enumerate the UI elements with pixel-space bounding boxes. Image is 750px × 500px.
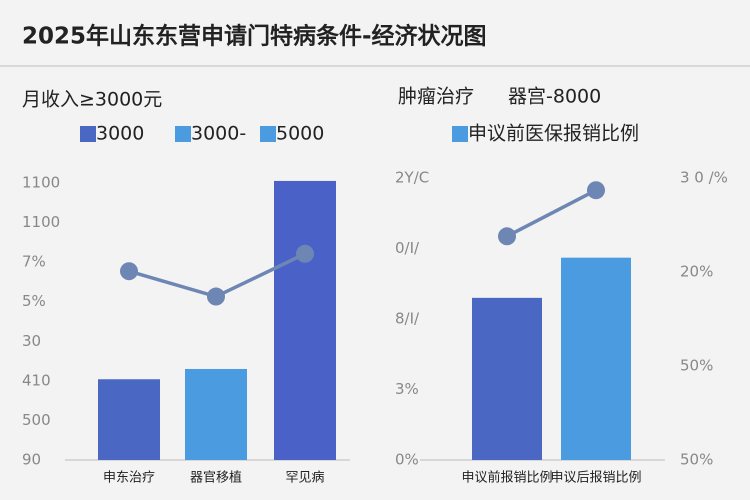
y-tick-label: 5%	[22, 292, 46, 310]
x-tick-label: 申东治疗	[103, 471, 155, 486]
y-tick-label: 90	[22, 451, 41, 469]
y-tick-label: 500	[22, 411, 51, 429]
x-tick-label: 申议后报销比例	[550, 471, 641, 486]
legend-swatch	[260, 126, 276, 142]
x-tick-label: 申议前报销比例	[461, 470, 552, 486]
y2-tick-label: 50%	[680, 357, 713, 375]
legend-label: 申议前医保报销比例	[468, 123, 639, 145]
page-title: 2025年山东东营申请门特病条件-经济状况图	[22, 23, 487, 50]
y2-tick-label: 50%	[680, 451, 713, 469]
x-tick-label: 器官移植	[190, 470, 242, 486]
line-point	[296, 244, 314, 263]
y-tick-label: 3%	[395, 380, 419, 398]
bar	[472, 297, 542, 460]
subtitle: 肿瘤治疗	[398, 86, 474, 108]
y-tick-label: 0%	[395, 451, 419, 469]
subtitle: 月收入≥3000元	[22, 89, 162, 111]
x-tick-label: 罕见病	[285, 471, 324, 486]
legend-swatch	[452, 126, 468, 142]
subtitle: 器宫-8000	[508, 86, 601, 108]
y-tick-label: 7%	[22, 253, 46, 271]
line-point	[120, 262, 138, 281]
bar	[561, 257, 631, 460]
bar	[274, 180, 336, 460]
y-tick-label: 0/I/	[395, 239, 420, 257]
bar	[98, 379, 160, 460]
legend-label: 3000-	[191, 123, 246, 145]
legend-label: 3000	[96, 123, 144, 145]
y-tick-label: 410	[22, 371, 51, 389]
y-tick-label: 2Y/C	[395, 169, 429, 187]
legend-swatch	[80, 126, 96, 142]
legend-label: 5000	[276, 123, 324, 145]
bar	[185, 368, 247, 460]
line-point	[498, 227, 516, 246]
line-point	[587, 181, 605, 200]
y2-tick-label: 3 0 /%	[680, 169, 728, 187]
y-tick-label: 30	[22, 332, 41, 350]
legend-swatch	[175, 126, 191, 142]
y-tick-label: 1100	[22, 173, 60, 191]
y-tick-label: 8/I/	[395, 310, 420, 328]
y2-tick-label: 20%	[680, 263, 713, 281]
y-tick-label: 1100	[22, 213, 60, 231]
line	[506, 188, 597, 238]
line-point	[207, 287, 225, 306]
